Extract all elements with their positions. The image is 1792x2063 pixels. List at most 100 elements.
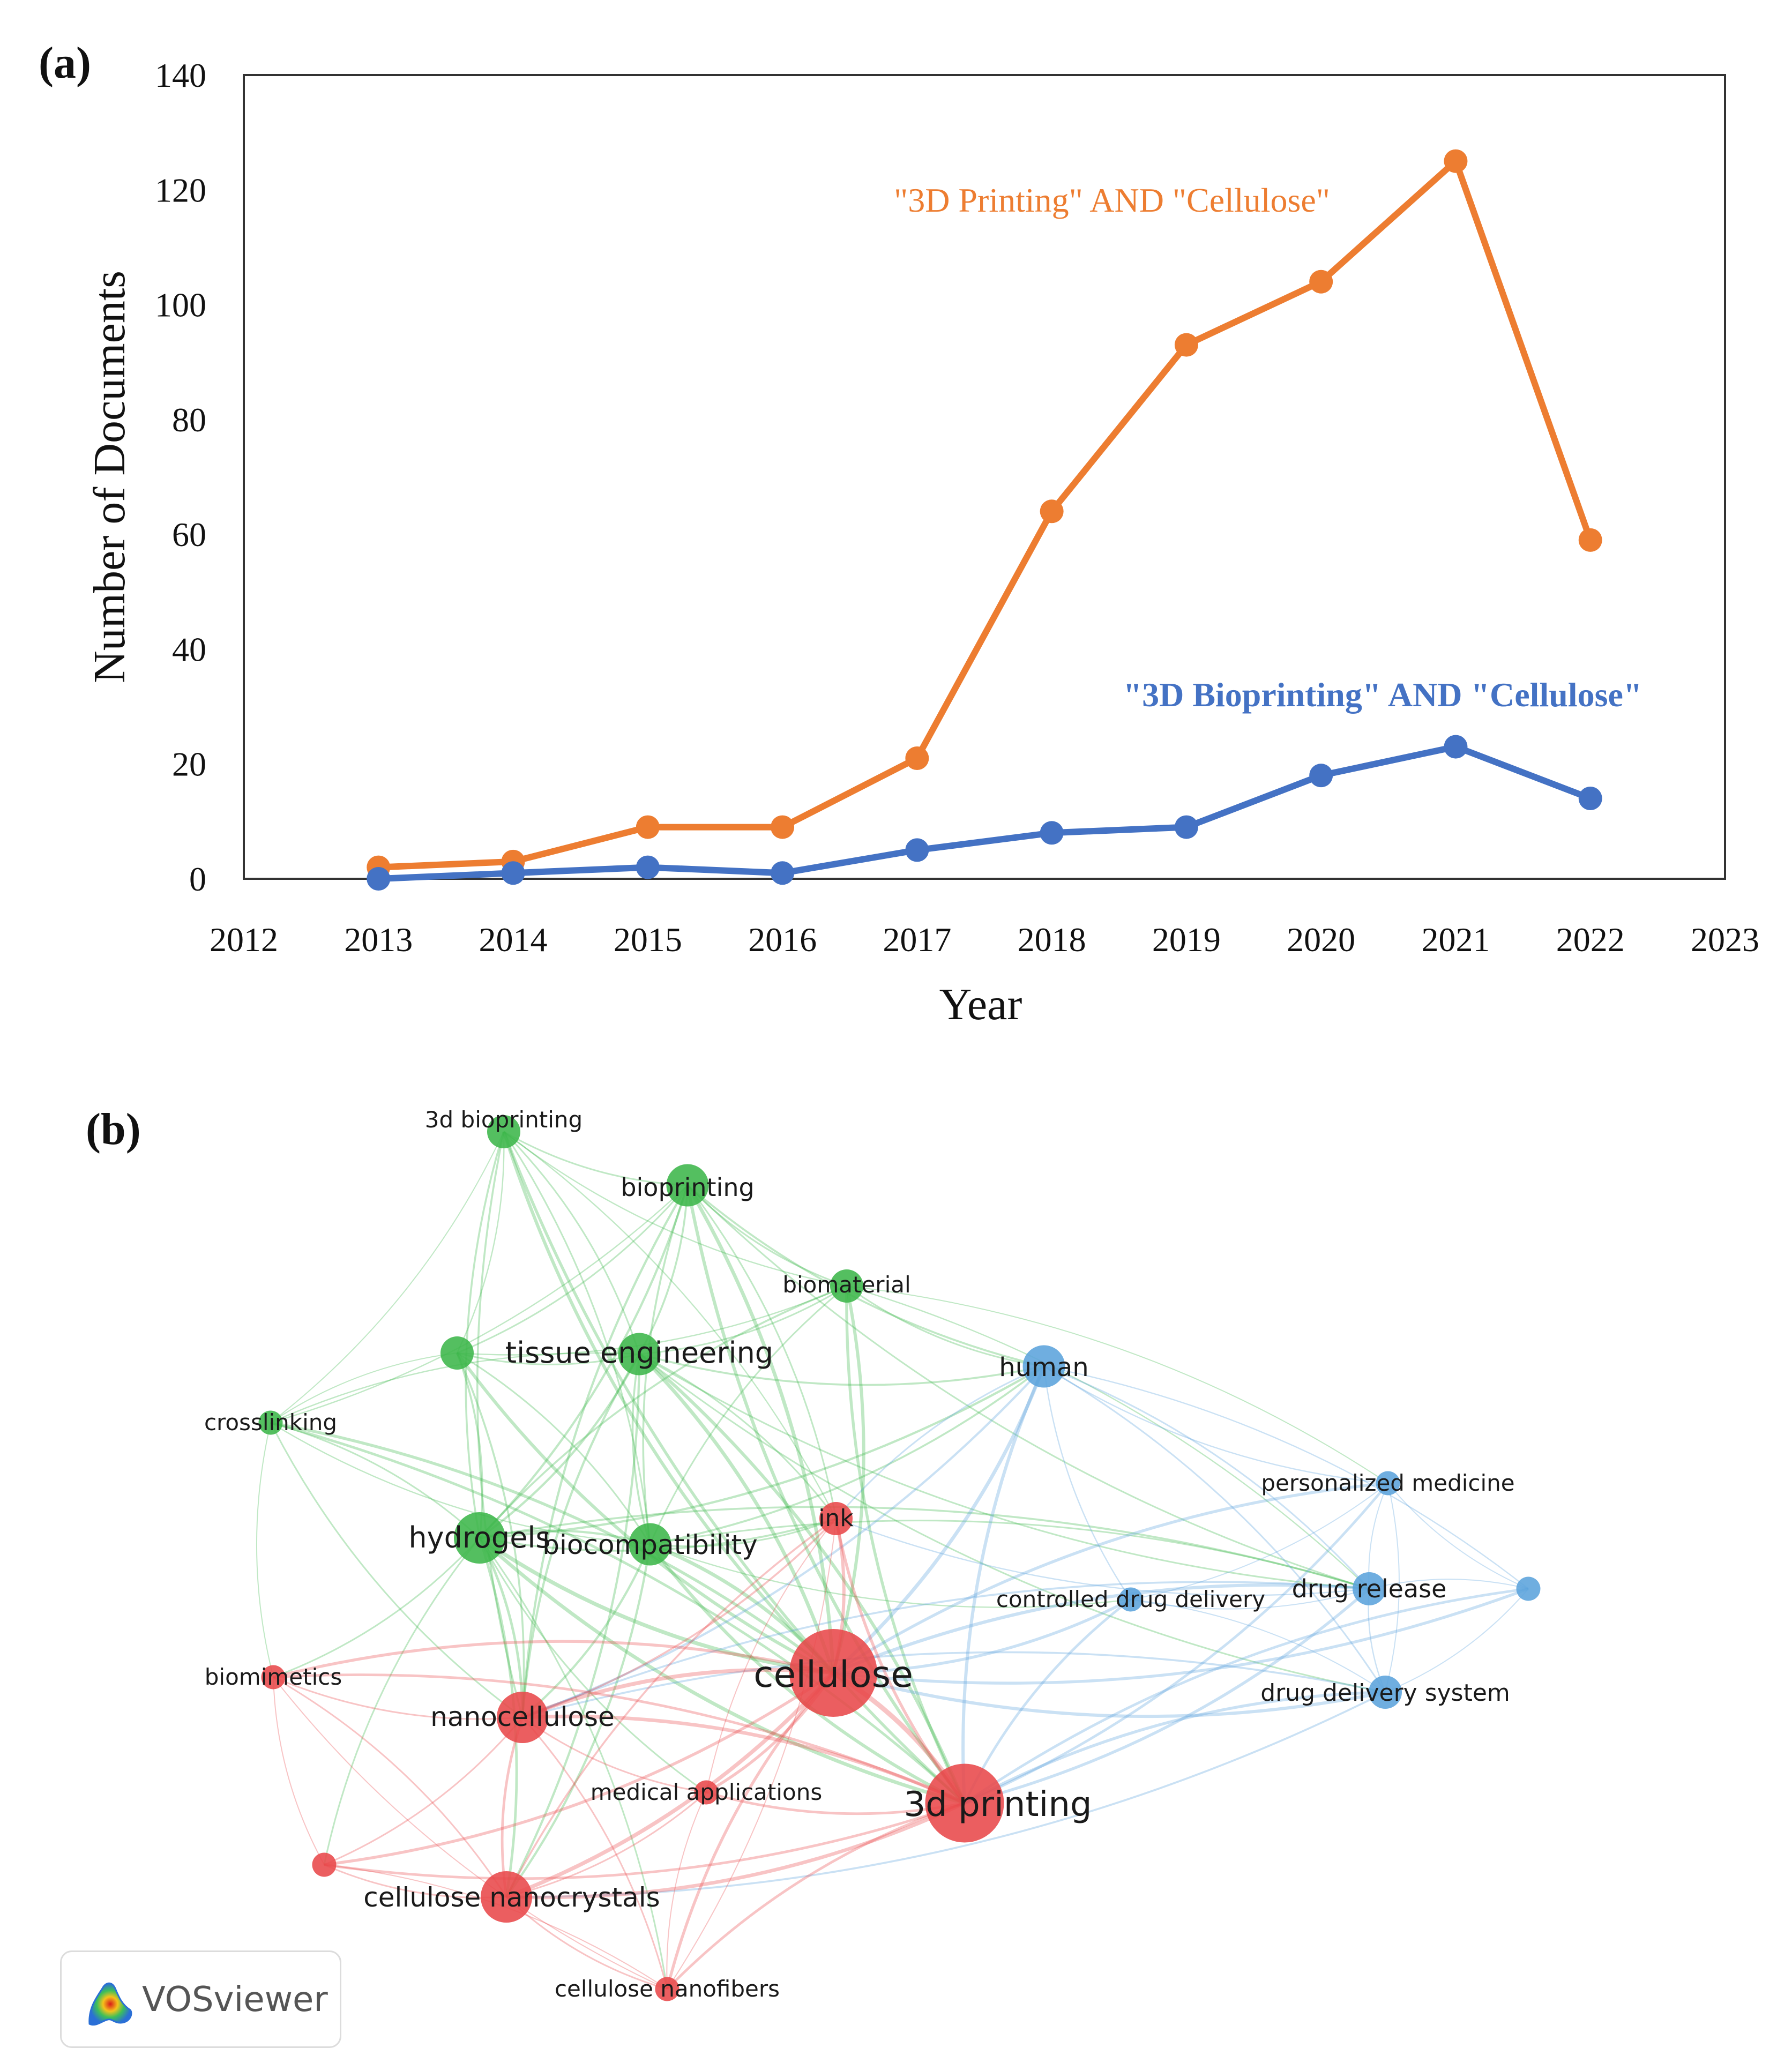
x-tick-label: 2019: [1152, 921, 1221, 959]
network-edge: [638, 1185, 689, 1355]
network-node: [655, 1977, 680, 2001]
y-tick-label: 120: [155, 171, 206, 209]
data-point-1: [771, 861, 795, 885]
network-edge: [506, 1791, 707, 1898]
data-point-1: [501, 861, 525, 885]
network-edge: [649, 1365, 1045, 1545]
network-edge: [666, 1802, 965, 1990]
network-edge: [639, 1353, 1386, 1693]
network-node-label: cellulose nanofibers: [555, 1976, 780, 2002]
network-edge: [846, 1285, 1370, 1589]
network-edge: [639, 1353, 1044, 1386]
network-node: [618, 1333, 661, 1376]
series-layer: [367, 149, 1602, 891]
network-edge: [1043, 1365, 1370, 1590]
network-edge: [479, 1354, 640, 1539]
network-edge: [479, 1506, 1370, 1590]
data-point-1: [1040, 821, 1064, 845]
network-node-label: personalized medicine: [1261, 1470, 1514, 1496]
network-node-label: biocompatibility: [542, 1529, 758, 1560]
network-edge: [479, 1365, 1045, 1539]
network-edge: [270, 1422, 481, 1539]
y-tick-label: 0: [189, 860, 206, 898]
network-node: [497, 1692, 548, 1743]
network-edge: [324, 1802, 965, 1880]
network-edge: [273, 1640, 834, 1679]
network-edge: [273, 1537, 481, 1678]
network-edge: [479, 1185, 689, 1539]
data-point-1: [1578, 787, 1602, 810]
network-edge: [1387, 1483, 1529, 1589]
network-edge: [1369, 1579, 1529, 1589]
network-edge: [639, 1353, 1370, 1590]
network-edge: [503, 1131, 688, 1186]
network-edge: [686, 1184, 847, 1287]
network-node-label: controlled drug delivery: [996, 1586, 1265, 1612]
network-edge: [686, 1185, 837, 1519]
network-node: [1516, 1576, 1541, 1601]
data-point-1: [905, 838, 929, 862]
network-node: [440, 1336, 474, 1370]
network-edge: [686, 1184, 835, 1673]
network-edge: [505, 1518, 837, 1897]
network-node-label: drug release: [1292, 1574, 1447, 1603]
network-node: [694, 1780, 719, 1805]
network-node-label: cellulose nanocrystals: [363, 1882, 660, 1913]
y-tick-label: 60: [172, 515, 206, 554]
network-edge: [522, 1714, 966, 1805]
network-edge: [961, 1365, 1046, 1804]
network-node: [789, 1629, 877, 1717]
panel-b-label: (b): [86, 1104, 141, 1154]
network-node: [312, 1852, 337, 1877]
network-node: [258, 1410, 283, 1435]
network-edge: [457, 1352, 640, 1365]
network-edge: [503, 1131, 640, 1355]
network-edge: [505, 1671, 835, 1899]
network-edge: [1043, 1365, 1386, 1693]
network-edge: [506, 1691, 1386, 1898]
y-tick-label: 20: [172, 745, 206, 783]
y-tick-label: 100: [155, 286, 206, 324]
network-edge: [964, 1482, 1389, 1805]
x-tick-label: 2014: [479, 921, 548, 959]
network-edge: [457, 1185, 689, 1354]
network-node: [1353, 1572, 1386, 1605]
vosviewer-badge: VOSviewer: [60, 1950, 341, 2048]
series-annotation-bioprinting: "3D Bioprinting" AND "Cellulose": [1123, 676, 1642, 714]
network-edge: [964, 1587, 1370, 1805]
data-point-1: [1174, 815, 1198, 839]
network-edge: [1130, 1588, 1370, 1610]
network-node-label: 3d printing: [904, 1785, 1092, 1825]
network-edge: [478, 1536, 834, 1675]
plot-frame: [243, 74, 1726, 880]
network-node: [830, 1269, 863, 1303]
label-layer: 3d bioprinting bioprinting biomaterial tiss…: [204, 1107, 1515, 2002]
vosviewer-text: VOSviewer: [142, 1980, 328, 2020]
network-edge: [833, 1587, 1529, 1685]
data-point-0: [1444, 149, 1468, 173]
network-edge: [666, 1672, 835, 1990]
network-node: [481, 1871, 532, 1923]
x-tick-label: 2018: [1018, 921, 1086, 959]
x-tick-label: 2022: [1556, 921, 1625, 959]
network-edge: [706, 1518, 837, 1793]
network-edge: [324, 1717, 524, 1866]
network-edge: [456, 1131, 505, 1354]
network-edge: [834, 1518, 966, 1804]
network-node: [487, 1115, 520, 1148]
data-point-0: [1174, 333, 1198, 357]
network-node-label: cellulose: [753, 1654, 913, 1696]
network-edge: [476, 1131, 524, 1718]
network-edge: [270, 1422, 523, 1718]
x-tick-label: 2012: [210, 921, 278, 959]
network-edge: [256, 1422, 274, 1678]
data-point-0: [1040, 499, 1064, 524]
data-point-0: [1578, 528, 1602, 552]
network-node-label: crosslinking: [204, 1409, 337, 1436]
series-annotation-printing: "3D Printing" AND "Cellulose": [894, 181, 1330, 219]
network-edge: [502, 1131, 966, 1805]
network-edge: [270, 1421, 966, 1804]
x-axis: 2012 2013 2014 2015 2016 2017 2018 2019 2020 2021…: [210, 921, 1759, 959]
network-node: [925, 1763, 1004, 1843]
network-edge: [478, 1536, 965, 1805]
